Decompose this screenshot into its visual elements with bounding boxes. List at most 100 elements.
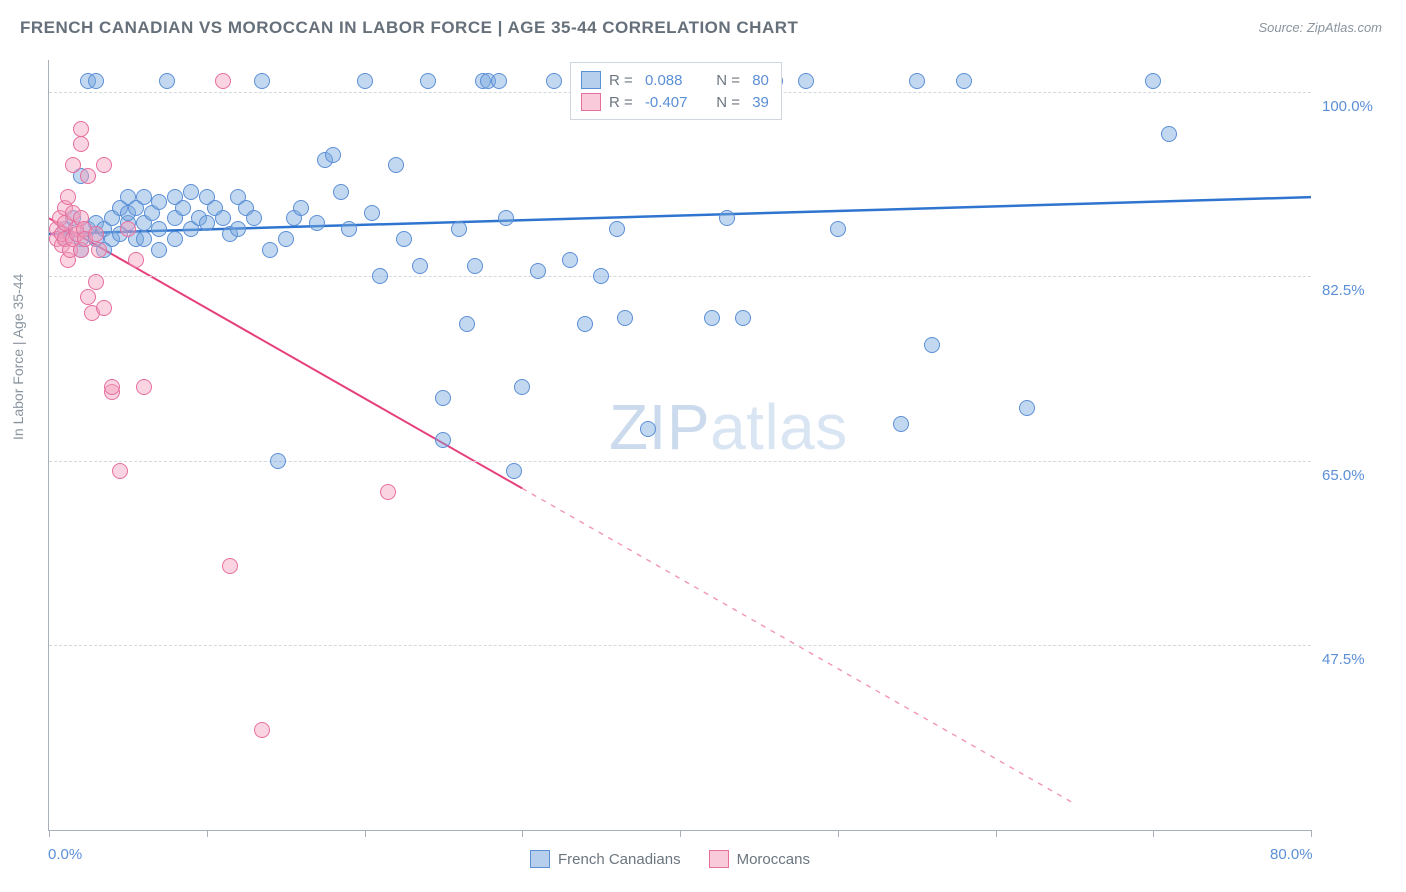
legend-correlation-row: R = -0.407 N = 39 <box>581 91 769 113</box>
scatter-point <box>609 221 625 237</box>
scatter-point <box>183 184 199 200</box>
scatter-point <box>719 210 735 226</box>
scatter-point <box>136 379 152 395</box>
scatter-point <box>1145 73 1161 89</box>
scatter-point <box>215 210 231 226</box>
x-tick <box>207 830 208 837</box>
scatter-point <box>136 215 152 231</box>
scatter-point <box>120 189 136 205</box>
scatter-point <box>514 379 530 395</box>
y-tick-label: 100.0% <box>1322 98 1373 115</box>
x-tick <box>680 830 681 837</box>
scatter-point <box>435 390 451 406</box>
scatter-point <box>80 73 96 89</box>
scatter-point <box>924 337 940 353</box>
y-axis-label: In Labor Force | Age 35-44 <box>10 274 26 440</box>
scatter-point <box>88 231 104 247</box>
scatter-point <box>52 210 68 226</box>
scatter-point <box>120 215 136 231</box>
scatter-point <box>215 73 231 89</box>
scatter-point <box>191 210 207 226</box>
scatter-point <box>230 221 246 237</box>
x-tick <box>1311 830 1312 837</box>
scatter-point <box>151 242 167 258</box>
scatter-point <box>498 210 514 226</box>
scatter-point <box>238 200 254 216</box>
legend-series: French CanadiansMoroccans <box>530 850 810 868</box>
legend-n-value: 39 <box>752 94 769 111</box>
scatter-point <box>91 242 107 258</box>
scatter-point <box>412 258 428 274</box>
scatter-point <box>467 258 483 274</box>
regression-line <box>49 218 522 488</box>
scatter-point <box>68 221 84 237</box>
scatter-point <box>364 205 380 221</box>
scatter-point <box>57 221 73 237</box>
scatter-point <box>65 210 81 226</box>
scatter-point <box>798 73 814 89</box>
scatter-point <box>112 200 128 216</box>
scatter-point <box>73 136 89 152</box>
scatter-point <box>120 205 136 221</box>
scatter-point <box>183 221 199 237</box>
scatter-point <box>136 231 152 247</box>
scatter-point <box>396 231 412 247</box>
scatter-point <box>57 215 73 231</box>
scatter-point <box>506 463 522 479</box>
scatter-point <box>96 300 112 316</box>
scatter-point <box>167 210 183 226</box>
scatter-point <box>112 463 128 479</box>
scatter-point <box>246 210 262 226</box>
scatter-point <box>84 305 100 321</box>
gridline <box>49 461 1311 462</box>
y-tick-label: 47.5% <box>1322 651 1365 668</box>
scatter-point <box>96 221 112 237</box>
scatter-point <box>1161 126 1177 142</box>
watermark: ZIPatlas <box>609 390 848 464</box>
scatter-point <box>830 221 846 237</box>
scatter-point <box>104 231 120 247</box>
scatter-point <box>128 231 144 247</box>
scatter-point <box>76 221 92 237</box>
scatter-point <box>73 242 89 258</box>
scatter-point <box>144 205 160 221</box>
legend-n-label: N = <box>708 72 744 89</box>
scatter-point <box>735 310 751 326</box>
scatter-point <box>286 210 302 226</box>
scatter-point <box>88 73 104 89</box>
scatter-point <box>77 231 93 247</box>
scatter-point <box>96 157 112 173</box>
scatter-point <box>49 231 65 247</box>
scatter-point <box>451 221 467 237</box>
scatter-point <box>65 157 81 173</box>
scatter-point <box>333 184 349 200</box>
scatter-point <box>104 384 120 400</box>
scatter-point <box>80 221 96 237</box>
scatter-point <box>293 200 309 216</box>
legend-series-item: French Canadians <box>530 850 681 868</box>
x-tick-label: 0.0% <box>48 846 82 863</box>
scatter-point <box>222 558 238 574</box>
scatter-point <box>435 432 451 448</box>
regression-lines-layer <box>49 60 1311 830</box>
scatter-point <box>73 242 89 258</box>
scatter-point <box>57 200 73 216</box>
scatter-point <box>254 73 270 89</box>
scatter-point <box>1019 400 1035 416</box>
scatter-point <box>480 73 496 89</box>
regression-line <box>49 197 1311 234</box>
scatter-point <box>341 221 357 237</box>
scatter-point <box>60 189 76 205</box>
scatter-point <box>420 73 436 89</box>
scatter-point <box>562 252 578 268</box>
scatter-point <box>60 252 76 268</box>
scatter-point <box>49 221 65 237</box>
scatter-point <box>88 215 104 231</box>
scatter-point <box>325 147 341 163</box>
scatter-point <box>617 310 633 326</box>
scatter-point <box>230 189 246 205</box>
legend-r-label: R = <box>609 72 637 89</box>
scatter-point <box>120 221 136 237</box>
gridline <box>49 645 1311 646</box>
x-tick-label: 80.0% <box>1270 846 1313 863</box>
